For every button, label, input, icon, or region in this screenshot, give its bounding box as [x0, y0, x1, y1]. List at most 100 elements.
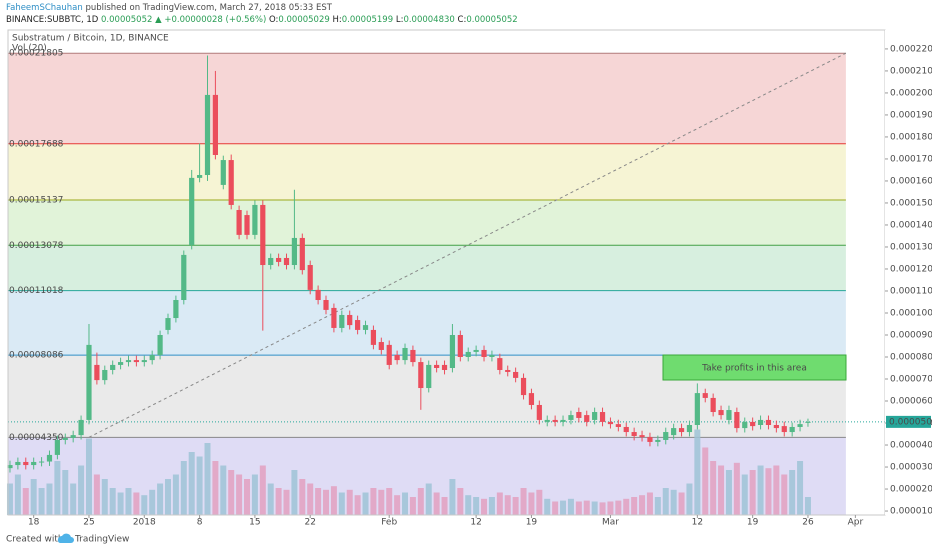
- candle-body: [78, 419, 84, 436]
- candle-body: [718, 410, 724, 416]
- volume-bar: [599, 502, 606, 515]
- candle-body: [576, 412, 582, 418]
- author[interactable]: FaheemSChauhan: [6, 3, 83, 13]
- candle-body: [283, 257, 290, 266]
- volume-bar: [694, 429, 701, 515]
- chart-title: Substratum / Bitcoin, 1D, BINANCE: [12, 34, 169, 44]
- candle-body: [204, 94, 211, 176]
- volume-bar: [93, 474, 100, 515]
- ohlc-value: 0.00005029: [278, 15, 329, 25]
- ohlc-value: 0.00005052: [466, 15, 517, 25]
- volume-bar: [14, 474, 21, 515]
- y-tick-label: 0.00019000: [890, 110, 932, 120]
- volume-bar: [765, 468, 772, 515]
- candle-body: [133, 360, 139, 363]
- fib-level-label: 0.00021805: [9, 49, 63, 59]
- volume-bar: [62, 470, 69, 515]
- candle-body: [228, 160, 234, 205]
- x-tick-label: 19: [747, 518, 759, 528]
- volume-bar: [267, 483, 274, 515]
- y-tick-label: 0.00014000: [890, 220, 932, 230]
- y-tick-label: 0.00001000: [890, 507, 932, 517]
- volume-bar: [315, 488, 322, 515]
- volume-bar: [172, 474, 179, 515]
- candle-body: [552, 419, 558, 422]
- volume-bar: [646, 492, 653, 515]
- volume-bar: [6, 483, 13, 515]
- x-tick-label: 2018: [133, 518, 156, 528]
- volume-bar: [38, 488, 45, 515]
- volume-bar: [157, 483, 164, 515]
- candle-body: [639, 435, 645, 438]
- candle-body: [7, 465, 13, 469]
- candle-body: [117, 362, 124, 365]
- y-tick-label: 0.00006000: [890, 397, 932, 407]
- volume-bar: [338, 492, 345, 515]
- volume-bar: [330, 486, 337, 515]
- volume-bar: [789, 470, 796, 515]
- x-tick-label: 12: [692, 518, 703, 528]
- ohlc-value: 0.00004830: [403, 15, 454, 25]
- candle-body: [110, 364, 116, 370]
- x-tick-label: 26: [802, 518, 814, 528]
- candle-body: [307, 265, 313, 290]
- candle-body: [94, 364, 100, 381]
- candle-body: [631, 432, 637, 437]
- candle-body: [23, 461, 29, 466]
- volume-bar: [710, 461, 717, 515]
- y-tick-label: 0.00017000: [890, 154, 932, 164]
- volume-bar: [473, 497, 480, 515]
- volume-bar: [188, 452, 195, 515]
- candle-body: [157, 334, 163, 356]
- candle-body: [734, 412, 740, 429]
- volume-bar: [591, 501, 598, 515]
- volume-bar: [631, 497, 638, 515]
- volume-bar: [141, 495, 148, 515]
- x-tick-label: 15: [249, 518, 260, 528]
- candle-body: [323, 300, 329, 310]
- volume-bar: [204, 443, 211, 515]
- volume-bar: [149, 489, 156, 515]
- last-price-label: 0.00005052: [889, 417, 932, 427]
- candle-body: [465, 351, 471, 358]
- y-tick-label: 0.00012000: [890, 264, 932, 274]
- change: ▲ +0.00000028 (+0.56%): [155, 15, 266, 25]
- volume-bar: [528, 492, 535, 515]
- candle-body: [426, 364, 432, 389]
- volume-bar: [117, 492, 124, 515]
- candle-body: [260, 204, 266, 266]
- x-tick-label: Apr: [848, 518, 864, 528]
- volume-bar: [733, 462, 740, 515]
- candle-body: [694, 393, 700, 425]
- candle-body: [773, 424, 779, 429]
- volume-bar: [244, 479, 251, 515]
- candle-body: [362, 325, 369, 330]
- footer-brand[interactable]: TradingView: [74, 535, 129, 545]
- volume-bar: [433, 492, 440, 515]
- volume-bar: [109, 488, 116, 515]
- ohlc-label: C:: [458, 15, 467, 25]
- candle-body: [149, 355, 155, 361]
- candle-body: [315, 289, 321, 301]
- axis-background: [885, 30, 931, 515]
- candle-body: [520, 377, 527, 396]
- volume-bar: [299, 479, 306, 515]
- volume-bar: [346, 489, 353, 515]
- candle-body: [599, 412, 606, 422]
- volume-bar: [251, 474, 258, 515]
- volume-bar: [101, 479, 108, 515]
- candle-body: [473, 349, 479, 352]
- candle-body: [789, 426, 795, 433]
- y-tick-label: 0.00018000: [890, 132, 932, 142]
- x-tick-label: Mar: [602, 518, 619, 528]
- candle-body: [181, 254, 187, 301]
- candle-body: [615, 424, 621, 427]
- candle-body: [663, 432, 669, 440]
- volume-bar: [409, 497, 416, 515]
- candle-body: [513, 371, 519, 378]
- candle-body: [560, 419, 566, 422]
- candle-body: [702, 393, 708, 398]
- volume-bar: [133, 492, 140, 515]
- candle-body: [726, 410, 732, 420]
- volume-bar: [481, 498, 488, 515]
